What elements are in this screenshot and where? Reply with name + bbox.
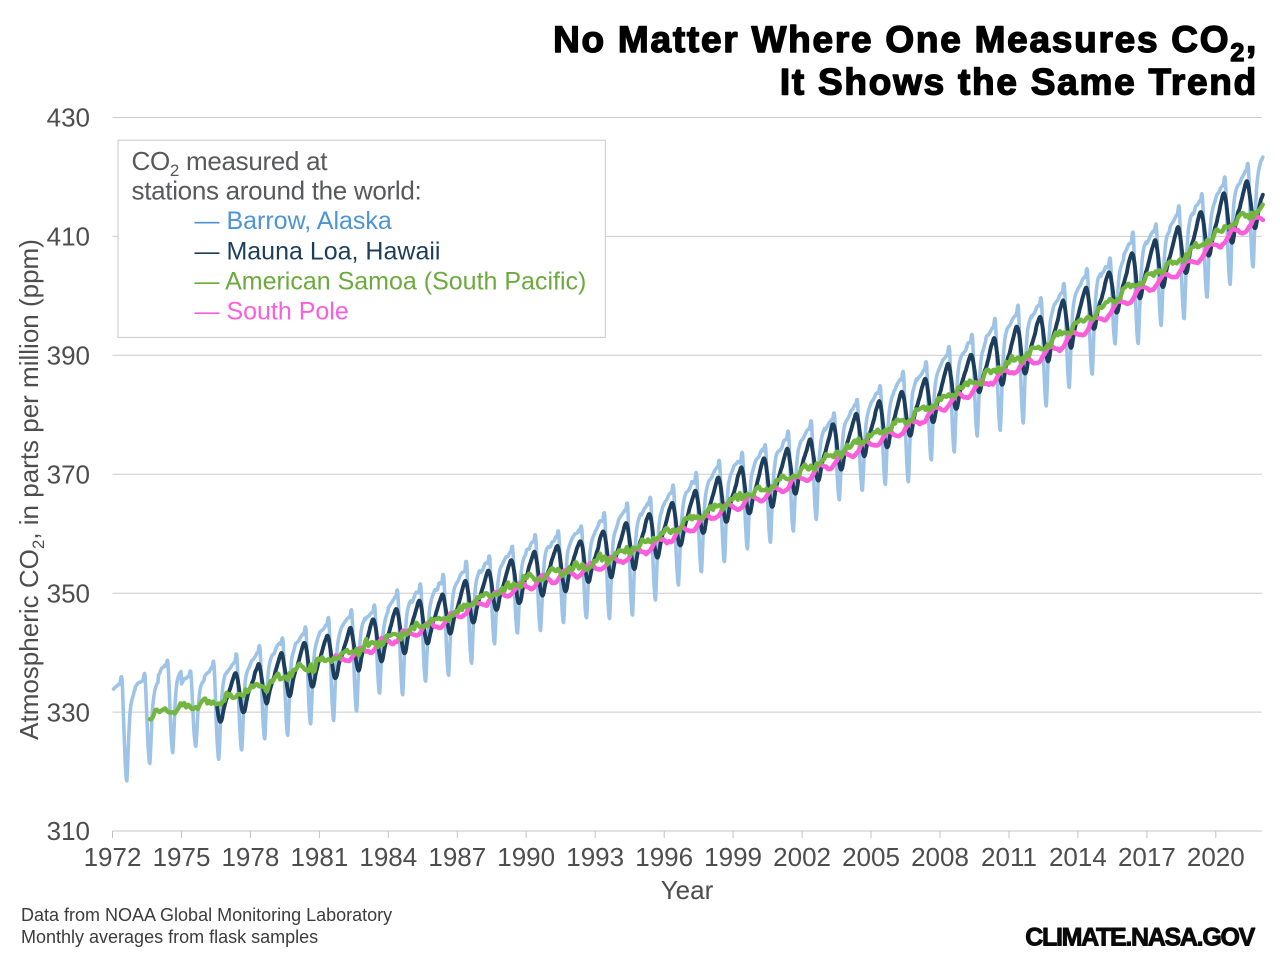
svg-text:2008: 2008: [911, 842, 969, 872]
svg-text:2011: 2011: [981, 842, 1037, 872]
svg-text:1987: 1987: [428, 842, 486, 872]
svg-text:410: 410: [47, 222, 90, 252]
svg-text:Atmospheric CO2, in parts per: Atmospheric CO2, in parts per million (p…: [14, 239, 48, 740]
svg-text:Year: Year: [661, 875, 714, 905]
svg-text:Monthly averages from flask sa: Monthly averages from flask samples: [21, 927, 318, 947]
svg-text:1978: 1978: [221, 842, 279, 872]
svg-text:— Mauna Loa, Hawaii: — Mauna Loa, Hawaii: [195, 238, 441, 266]
svg-text:1996: 1996: [635, 842, 693, 872]
svg-text:CLIMATE.NASA.GOV: CLIMATE.NASA.GOV: [1025, 923, 1255, 951]
svg-text:1975: 1975: [153, 842, 211, 872]
svg-text:It Shows the Same Trend: It Shows the Same Trend: [780, 61, 1258, 102]
svg-text:1990: 1990: [497, 842, 555, 872]
svg-text:2002: 2002: [773, 842, 831, 872]
svg-text:2017: 2017: [1118, 842, 1176, 872]
svg-text:2005: 2005: [842, 842, 900, 872]
svg-text:Data from NOAA Global Monitori: Data from NOAA Global Monitoring Laborat…: [21, 905, 392, 925]
svg-text:— South Pole: — South Pole: [195, 297, 349, 325]
svg-text:430: 430: [47, 103, 90, 133]
svg-text:390: 390: [47, 341, 90, 371]
svg-text:2014: 2014: [1049, 842, 1107, 872]
svg-text:370: 370: [47, 460, 90, 490]
svg-text:310: 310: [47, 816, 90, 846]
svg-text:350: 350: [47, 578, 90, 608]
svg-text:— Barrow, Alaska: — Barrow, Alaska: [195, 207, 392, 235]
svg-text:1993: 1993: [566, 842, 624, 872]
svg-text:1972: 1972: [84, 842, 142, 872]
svg-text:No Matter Where One Measures C: No Matter Where One Measures CO2,: [553, 19, 1258, 67]
svg-text:2020: 2020: [1187, 842, 1245, 872]
svg-text:1999: 1999: [704, 842, 762, 872]
svg-text:1984: 1984: [359, 842, 417, 872]
svg-text:stations around the world:: stations around the world:: [132, 176, 422, 206]
svg-text:330: 330: [47, 697, 90, 727]
svg-text:1981: 1981: [290, 842, 348, 872]
svg-text:— American Samoa (South Pacifi: — American Samoa (South Pacific): [195, 267, 587, 295]
svg-text:CO2 measured at: CO2 measured at: [132, 146, 329, 180]
